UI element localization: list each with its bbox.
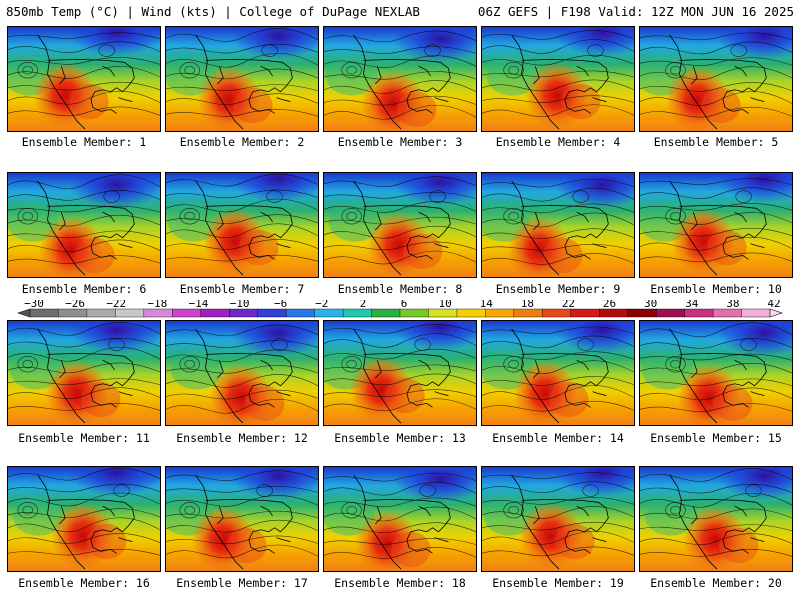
ensemble-member-label: Ensemble Member: 15 <box>650 431 782 445</box>
colorbar-bin <box>172 308 202 318</box>
ensemble-map-panel <box>639 172 793 278</box>
colorbar-bin <box>229 308 259 318</box>
colorbar-tick-label: −10 <box>230 300 250 310</box>
colorbar-bin <box>200 308 230 318</box>
ensemble-member-label: Ensemble Member: 8 <box>337 282 463 296</box>
colorbar-tick-label: −18 <box>147 300 167 310</box>
ensemble-map-panel <box>7 320 161 426</box>
colorbar-bin <box>257 308 287 318</box>
ensemble-map-panel <box>7 26 161 132</box>
ensemble-map-panel <box>7 172 161 278</box>
ensemble-map-panel <box>165 466 319 572</box>
colorbar-tick-label: 34 <box>685 300 699 310</box>
colorbar-bin <box>399 308 429 318</box>
colorbar-bin <box>371 308 401 318</box>
colorbar-tick-label: 22 <box>562 300 575 310</box>
colorbar-min-arrow <box>17 308 31 318</box>
colorbar-bin <box>86 308 116 318</box>
ensemble-member-label: Ensemble Member: 14 <box>492 431 624 445</box>
ensemble-member-label: Ensemble Member: 20 <box>650 576 782 590</box>
ensemble-member-label: Ensemble Member: 4 <box>495 135 621 149</box>
run-valid-time: 06Z GEFS | F198 Valid: 12Z MON JUN 16 20… <box>477 4 794 19</box>
colorbar-bin <box>285 308 316 318</box>
colorbar-bin <box>58 308 88 318</box>
ensemble-map-panel <box>165 172 319 278</box>
colorbar-tick-label: 18 <box>521 300 534 310</box>
ensemble-member-label: Ensemble Member: 3 <box>337 135 463 149</box>
ensemble-member-label: Ensemble Member: 19 <box>492 576 624 590</box>
ensemble-member-label: Ensemble Member: 1 <box>21 135 147 149</box>
colorbar-bin <box>627 308 657 318</box>
colorbar-bin <box>342 308 373 318</box>
ensemble-map-panel <box>639 26 793 132</box>
colorbar-tick-label: 42 <box>767 300 780 310</box>
colorbar-bin <box>428 308 458 318</box>
ensemble-map-panel <box>639 466 793 572</box>
colorbar-bin <box>485 308 515 318</box>
colorbar-bin <box>29 308 59 318</box>
ensemble-map-panel <box>481 26 635 132</box>
colorbar-tick-label: 2 <box>360 300 367 310</box>
ensemble-member-label: Ensemble Member: 16 <box>18 576 150 590</box>
colorbar-tick-label: −14 <box>189 300 209 310</box>
ensemble-member-label: Ensemble Member: 12 <box>176 431 308 445</box>
ensemble-member-label: Ensemble Member: 5 <box>653 135 779 149</box>
ensemble-map-panel <box>323 466 477 572</box>
colorbar-bin <box>314 308 344 318</box>
ensemble-member-label: Ensemble Member: 7 <box>179 282 305 296</box>
ensemble-member-label: Ensemble Member: 18 <box>334 576 466 590</box>
colorbar-bin <box>741 308 771 318</box>
ensemble-map-panel <box>165 26 319 132</box>
ensemble-map-panel <box>639 320 793 426</box>
colorbar-tick-label: −30 <box>24 300 44 310</box>
colorbar-max-arrow <box>769 308 783 318</box>
colorbar-bin <box>599 308 629 318</box>
map-title: 850mb Temp (°C) | Wind (kts) | College o… <box>6 4 420 19</box>
colorbar-bin <box>115 308 145 318</box>
colorbar-tick-label: 6 <box>401 300 408 310</box>
colorbar-bin <box>570 308 600 318</box>
colorbar-bin <box>513 308 543 318</box>
colorbar-tick-label: 30 <box>644 300 657 310</box>
ensemble-map-panel <box>481 466 635 572</box>
colorbar-tick-label: 10 <box>438 300 451 310</box>
ensemble-member-label: Ensemble Member: 17 <box>176 576 308 590</box>
colorbar-tick-label: −26 <box>65 300 85 310</box>
ensemble-map-panel <box>481 172 635 278</box>
ensemble-map-panel <box>323 320 477 426</box>
colorbar-tick-label: −22 <box>106 300 126 310</box>
ensemble-map-panel <box>323 26 477 132</box>
colorbar-bin <box>542 308 572 318</box>
colorbar-tick-label: −6 <box>274 300 287 310</box>
ensemble-member-label: Ensemble Member: 6 <box>21 282 147 296</box>
ensemble-member-label: Ensemble Member: 13 <box>334 431 466 445</box>
colorbar-tick-label: 38 <box>726 300 739 310</box>
colorbar-bin <box>684 308 714 318</box>
colorbar-tick-label: 14 <box>480 300 494 310</box>
colorbar-tick-label: 26 <box>603 300 616 310</box>
colorbar-bin <box>143 308 173 318</box>
temperature-colorbar: −30 −26 −22 −18 −14 −10 −6 −2 2 6 10 14 18 22 26 30 34 38… <box>17 300 783 318</box>
ensemble-map-panel <box>165 320 319 426</box>
colorbar-bin <box>655 308 686 318</box>
ensemble-map-panel <box>7 466 161 572</box>
ensemble-member-label: Ensemble Member: 2 <box>179 135 305 149</box>
ensemble-member-label: Ensemble Member: 9 <box>495 282 621 296</box>
ensemble-member-label: Ensemble Member: 10 <box>650 282 782 296</box>
colorbar-bin <box>456 308 486 318</box>
ensemble-member-label: Ensemble Member: 11 <box>18 431 150 445</box>
ensemble-map-panel <box>481 320 635 426</box>
ensemble-map-panel <box>323 172 477 278</box>
colorbar-tick-label: −2 <box>315 300 328 310</box>
colorbar-bin <box>712 308 743 318</box>
